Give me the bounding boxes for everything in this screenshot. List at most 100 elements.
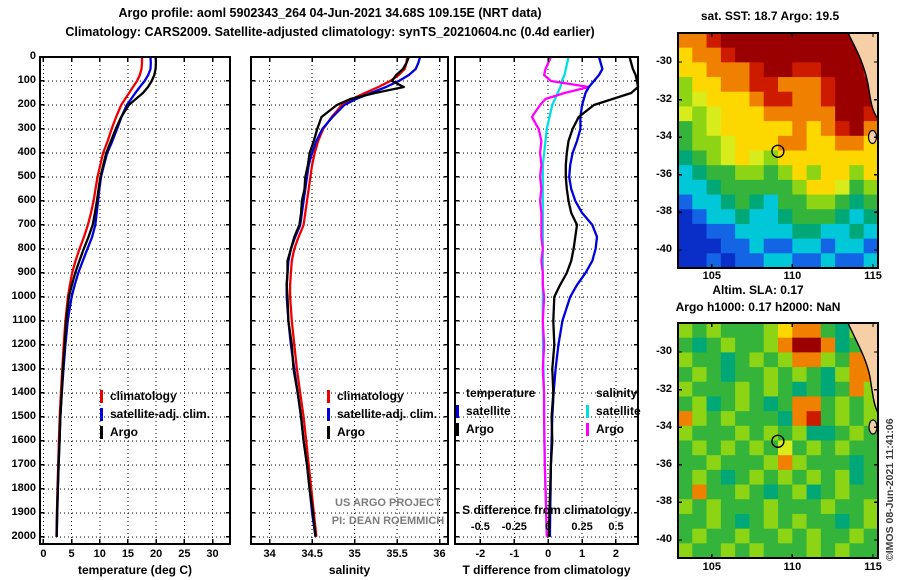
- argo-line-swatch: [100, 425, 103, 439]
- x-tick-label: 20: [150, 548, 163, 560]
- map-cell: [820, 179, 836, 196]
- map-cell: [778, 47, 793, 63]
- map-cell: [692, 484, 708, 500]
- map-cell: [678, 543, 693, 559]
- map-cell: [806, 469, 822, 486]
- sla-argo-label: Argo h1000: 0.17 h2000: NaN: [675, 300, 841, 314]
- map-cell: [763, 440, 779, 456]
- map-cell: [820, 528, 836, 544]
- map-cell: [763, 455, 779, 471]
- map-cell: [749, 455, 765, 471]
- map-cell: [735, 106, 751, 122]
- map-cell: [778, 499, 793, 515]
- x-tick-label: 1: [579, 548, 586, 560]
- map-cell: [706, 484, 722, 500]
- x-tick-label: 35: [348, 548, 361, 560]
- series-argo: [55, 56, 158, 537]
- map-cell: [820, 77, 836, 93]
- map-cell: [735, 223, 751, 240]
- map-cell: [792, 469, 808, 486]
- x-tick-label: 15: [121, 548, 135, 560]
- map-cell: [720, 323, 736, 339]
- map-cell: [749, 106, 765, 122]
- map-cell: [778, 62, 793, 78]
- map-cell: [706, 337, 722, 353]
- map-cell: [849, 238, 865, 254]
- map-cell: [792, 209, 808, 225]
- map-cell: [692, 367, 708, 383]
- map-cell: [820, 62, 836, 78]
- map-cell: [749, 367, 765, 383]
- map-cell: [820, 91, 836, 108]
- satellite-clim-line-swatch: [100, 407, 103, 421]
- map-cell: [849, 543, 865, 559]
- map-cell: [706, 33, 722, 49]
- map-cell: [849, 194, 865, 210]
- series-argo: [285, 56, 410, 537]
- map-cell: [849, 209, 865, 225]
- map-cell: [835, 62, 851, 78]
- map-cell: [806, 238, 822, 254]
- map-cell: [849, 121, 865, 137]
- map-cell: [820, 47, 836, 63]
- map-cell: [835, 396, 851, 412]
- map-cell: [806, 440, 822, 456]
- legend-header-temperature: temperature: [466, 386, 536, 400]
- s-tick-label: -0.25: [501, 521, 527, 533]
- map-cell: [678, 381, 693, 398]
- map-cell: [849, 396, 865, 412]
- x-tick-label: 34: [263, 548, 276, 560]
- map-cell: [778, 352, 793, 368]
- depth-tick-label: 1200: [11, 337, 36, 350]
- map-cell: [835, 135, 851, 152]
- map-cell: [778, 323, 793, 339]
- map-cell: [749, 62, 765, 78]
- map-cell: [692, 135, 708, 152]
- depth-tick-label: 1800: [11, 481, 36, 494]
- map-cell: [678, 209, 693, 225]
- map-cell: [706, 121, 722, 137]
- map-lat-label: -30: [656, 54, 672, 67]
- map-cell: [735, 455, 751, 471]
- map-cell: [678, 77, 693, 93]
- map-cell: [720, 91, 736, 108]
- map-cell: [763, 121, 779, 137]
- map-cell: [820, 253, 836, 269]
- map-cell: [806, 150, 822, 166]
- map-cell: [849, 179, 865, 196]
- map-cell: [778, 396, 793, 412]
- map-cell: [820, 499, 836, 515]
- map-cell: [835, 352, 851, 368]
- map-cell: [763, 194, 779, 210]
- map-cell: [806, 179, 822, 196]
- map-cell: [749, 484, 765, 500]
- climatology-line-swatch: [100, 389, 103, 403]
- map-cell: [763, 77, 779, 93]
- map-cell: [778, 455, 793, 471]
- map-cell: [863, 469, 879, 486]
- map-cell: [792, 499, 808, 515]
- map-cell: [706, 440, 722, 456]
- map-cell: [863, 179, 879, 196]
- map-cell: [778, 411, 793, 427]
- map-cell: [849, 223, 865, 240]
- satellite-clim-line-swatch: [327, 407, 330, 421]
- map-cell: [763, 253, 779, 269]
- map-cell: [792, 194, 808, 210]
- map-cell: [706, 367, 722, 383]
- map-cell: [820, 337, 836, 353]
- series-climatology: [288, 56, 409, 537]
- map-cell: [820, 165, 836, 181]
- depth-tick-label: 1500: [11, 409, 36, 422]
- map-cell: [678, 425, 693, 442]
- land-area: [848, 323, 878, 413]
- map-cell: [706, 411, 722, 427]
- map-cell: [863, 194, 879, 210]
- map-cell: [678, 337, 693, 353]
- map-lat-label: -36: [656, 167, 672, 180]
- map-cell: [849, 77, 865, 93]
- map-cell: [806, 499, 822, 515]
- legend-label-argo: Argo: [337, 425, 365, 439]
- map-cell: [763, 528, 779, 544]
- s-argo-line-swatch: [586, 422, 589, 436]
